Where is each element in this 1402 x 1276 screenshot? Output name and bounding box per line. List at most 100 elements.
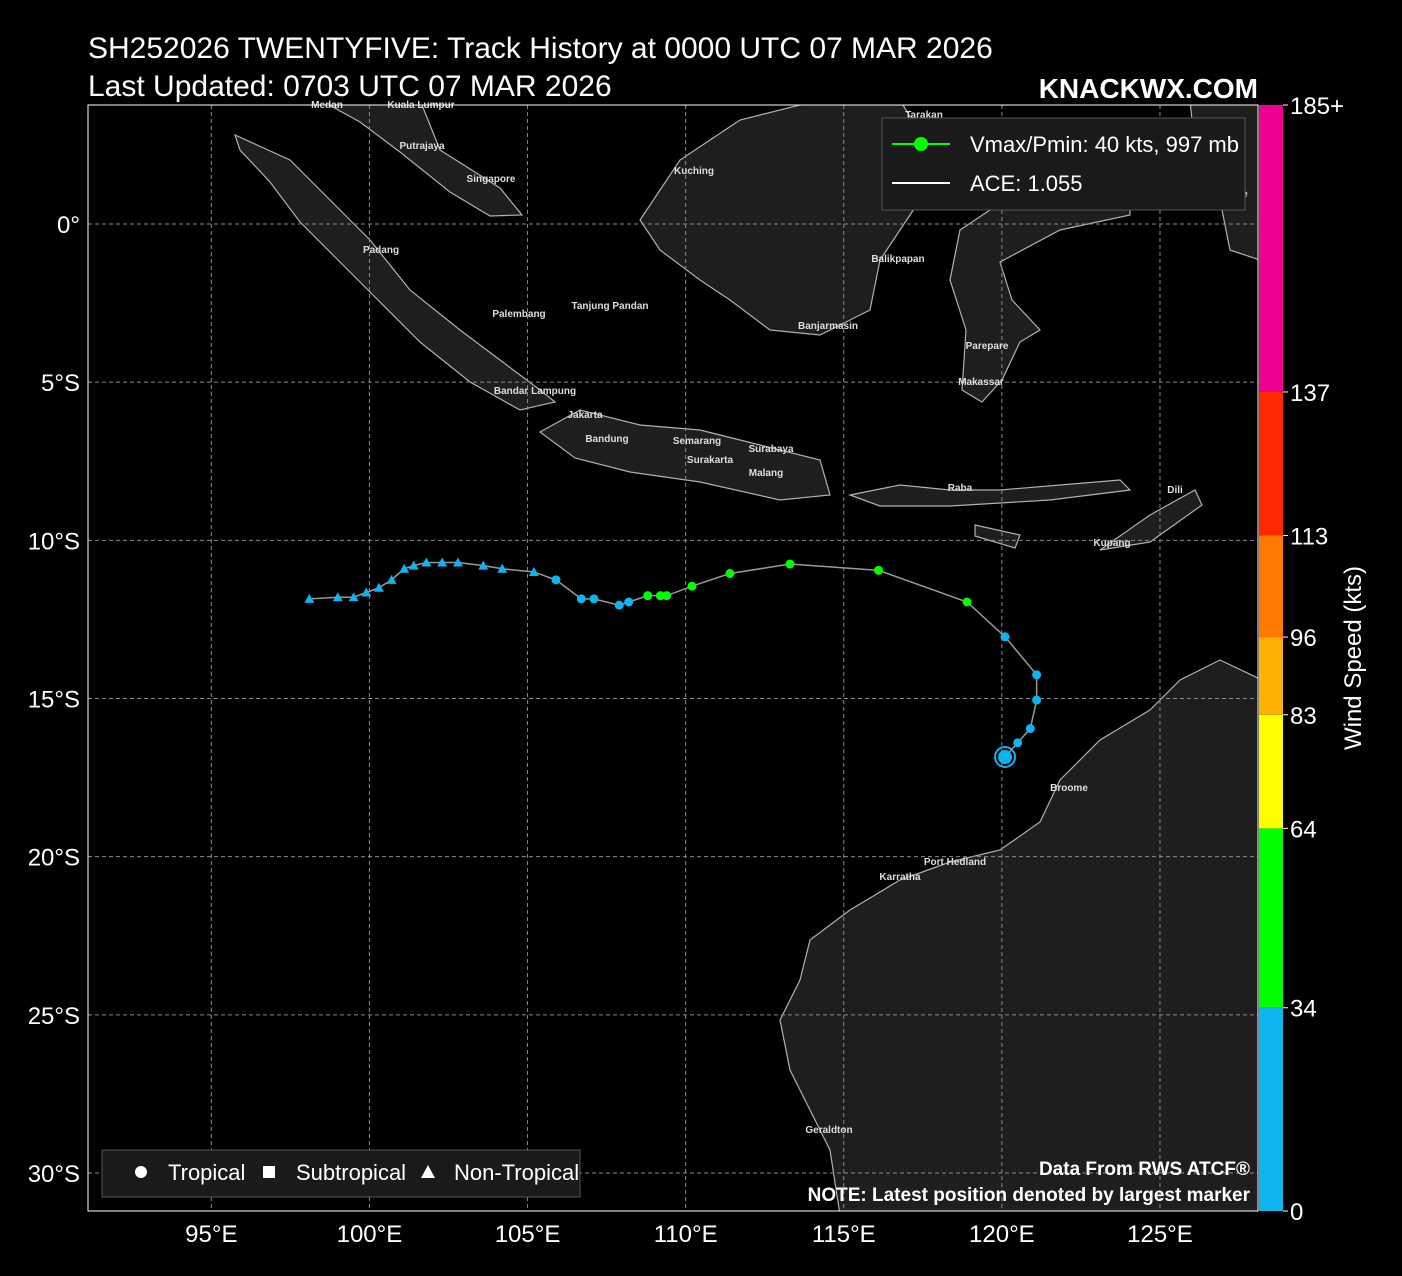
track-point — [662, 591, 672, 601]
timor — [1099, 489, 1203, 551]
track-point — [1000, 632, 1010, 642]
colorbar-segment — [1259, 535, 1283, 638]
track-point — [373, 582, 384, 592]
city-label: Semarang — [673, 436, 721, 447]
latest-ring — [994, 746, 1017, 769]
java — [538, 409, 831, 501]
info-legend-box — [881, 117, 1246, 211]
track — [304, 557, 1042, 769]
track-point — [998, 750, 1013, 765]
track-point — [624, 597, 634, 607]
track-point — [576, 594, 586, 604]
info-legend-dot — [914, 137, 928, 151]
track-point — [386, 574, 397, 584]
track-point — [437, 557, 448, 567]
city-label: Surakarta — [687, 455, 734, 466]
city-label: Parepare — [966, 341, 1009, 352]
city-label: Palembang — [492, 309, 545, 320]
city-label: Surabaya — [748, 444, 793, 455]
city-label: Broome — [1050, 783, 1088, 794]
track-point — [655, 591, 665, 601]
sumba — [974, 524, 1021, 549]
track-point — [408, 560, 419, 570]
lesser-sunda — [847, 479, 1132, 507]
legend-marker — [263, 1166, 275, 1178]
subtitle: Last Updated: 0703 UTC 07 MAR 2026 — [88, 70, 612, 103]
city-label: Tarakan — [905, 110, 943, 121]
city-label: Malang — [749, 468, 783, 479]
colorbar-tick-label: 83 — [1290, 703, 1317, 730]
legend-box — [101, 1149, 581, 1198]
y-tick-label: 30°S — [28, 1161, 80, 1188]
city-label: Balikpapan — [871, 254, 924, 265]
x-tick-label: 115°E — [812, 1221, 876, 1248]
colorbar-segment — [1259, 714, 1283, 829]
city-label: Geraldton — [805, 1125, 852, 1136]
australia — [779, 659, 1258, 1211]
colorbar-segment — [1259, 828, 1283, 1008]
malay-peninsula — [327, 105, 524, 217]
track-point — [421, 557, 432, 567]
borneo — [639, 105, 931, 336]
legend-label: Tropical — [168, 1160, 245, 1185]
land — [233, 105, 1258, 1211]
city-label: Port Hedland — [924, 857, 986, 868]
track-point — [725, 569, 735, 579]
info-legend-text: ACE: 1.055 — [970, 171, 1083, 196]
colorbar-segment — [1259, 105, 1283, 392]
colorbar-tick-label: 137 — [1290, 380, 1330, 407]
track-point — [528, 566, 539, 576]
brand: KNACKWX.COM — [1039, 73, 1258, 104]
track-point — [452, 557, 463, 567]
legend-marker — [421, 1165, 435, 1178]
track-point — [589, 594, 599, 604]
track-point — [361, 587, 372, 597]
track-point — [614, 600, 624, 610]
x-tick-label: 120°E — [969, 1221, 1035, 1248]
city-label: Putrajaya — [399, 141, 444, 152]
colorbar-tick-label: 96 — [1290, 625, 1317, 652]
colorbar: 0 34 64 83 96 113 137 185+ Wind Speed (kts) — [1259, 93, 1367, 1226]
track-point — [1032, 670, 1042, 680]
city-label: Banjarmasin — [798, 321, 858, 332]
title: SH252026 TWENTYFIVE: Track History at 00… — [88, 32, 993, 65]
info-legend-text: Vmax/Pmin: 40 kts, 997 mb — [970, 132, 1239, 157]
y-tick-label: 0° — [57, 212, 80, 239]
city-label: Bandung — [585, 434, 628, 445]
city-label: Makassar — [958, 377, 1004, 388]
colorbar-tick-label: 34 — [1290, 996, 1317, 1023]
y-tick-label: 25°S — [28, 1003, 80, 1030]
track-point — [785, 559, 795, 569]
legend-label: Subtropical — [296, 1160, 406, 1185]
x-tick-label: 125°E — [1127, 1221, 1193, 1248]
track-point — [478, 560, 489, 570]
colorbar-segment — [1259, 391, 1283, 536]
grid — [88, 105, 1258, 1211]
y-tick-label: 15°S — [28, 686, 80, 713]
colorbar-segment — [1259, 1007, 1283, 1211]
city-label: Raba — [948, 483, 973, 494]
track-point — [874, 565, 884, 575]
map-frame — [87, 104, 1259, 1212]
y-tick-label: 5°S — [41, 370, 80, 397]
y-tick-label: 10°S — [28, 528, 80, 555]
track-point — [497, 563, 508, 573]
track-point — [962, 597, 972, 607]
city-label: Karratha — [879, 872, 921, 883]
city-label: Tanjung Pandan — [571, 301, 648, 312]
colorbar-tick-label: 185+ — [1290, 93, 1344, 120]
track-point — [304, 593, 315, 603]
track-point — [687, 581, 697, 591]
track-point — [643, 591, 653, 601]
legend-marker — [135, 1166, 147, 1178]
track-point — [399, 563, 410, 573]
city-label: Padang — [363, 245, 399, 256]
type-legend: Tropical Subtropical Non-Tropical — [101, 1149, 581, 1198]
colorbar-tick-label: 113 — [1290, 523, 1328, 550]
x-tick-label: 95°E — [185, 1221, 237, 1248]
note: NOTE: Latest position denoted by largest… — [808, 1185, 1251, 1206]
city-label: Dili — [1167, 485, 1183, 496]
x-tick-label: 105°E — [495, 1221, 561, 1248]
track-point — [332, 592, 343, 602]
track-point — [348, 592, 359, 602]
